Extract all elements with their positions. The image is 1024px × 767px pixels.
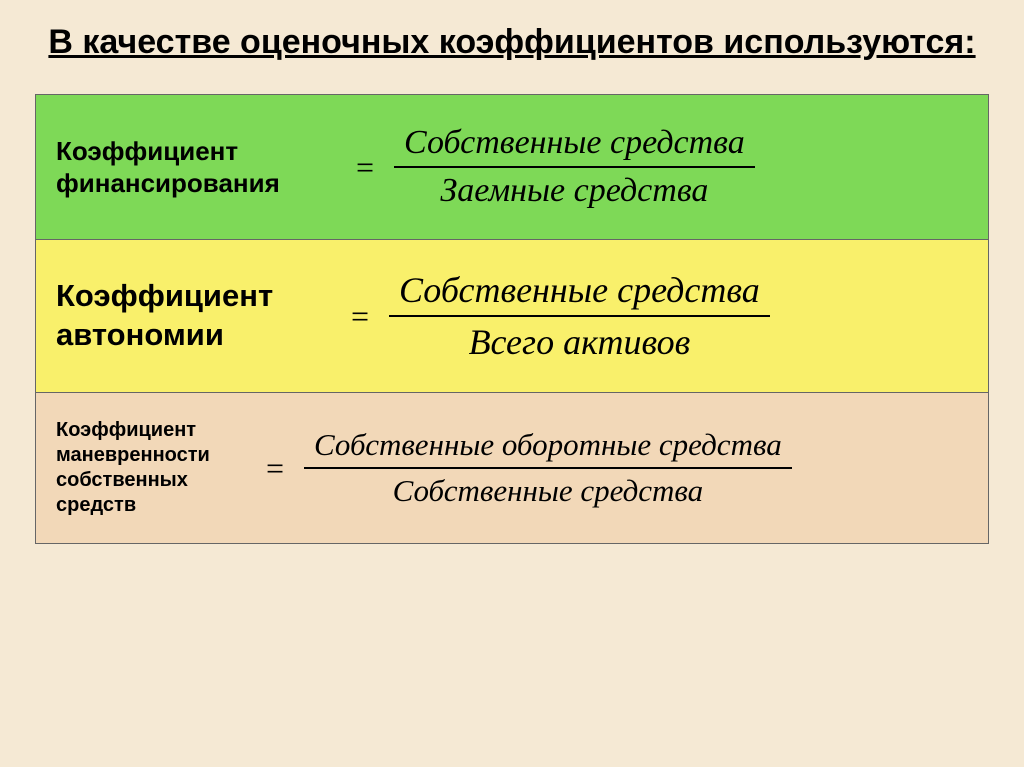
coefficient-label: Коэффициент автономии bbox=[56, 277, 331, 355]
coefficients-table: Коэффициент финансирования = Собственные… bbox=[35, 94, 989, 544]
fraction: Собственные средства Заемные средства bbox=[394, 120, 755, 214]
denominator: Всего активов bbox=[459, 317, 701, 367]
fraction: Собственные средства Всего активов bbox=[389, 265, 770, 367]
table-row: Коэффициент маневренности собственных ср… bbox=[36, 393, 988, 543]
formula: = Собственные средства Всего активов bbox=[331, 265, 770, 367]
formula: = Собственные средства Заемные средства bbox=[356, 120, 755, 214]
fraction: Собственные оборотные средства Собственн… bbox=[304, 423, 792, 513]
numerator: Собственные средства bbox=[394, 120, 755, 166]
denominator: Собственные средства bbox=[383, 469, 714, 513]
equals-sign: = bbox=[351, 298, 369, 335]
denominator: Заемные средства bbox=[430, 168, 718, 214]
equals-sign: = bbox=[356, 149, 374, 186]
formula: = Собственные оборотные средства Собстве… bbox=[266, 423, 792, 513]
equals-sign: = bbox=[266, 450, 284, 487]
numerator: Собственные оборотные средства bbox=[304, 423, 792, 467]
numerator: Собственные средства bbox=[389, 265, 770, 315]
table-row: Коэффициент автономии = Собственные сред… bbox=[36, 240, 988, 393]
coefficient-label: Коэффициент маневренности собственных ср… bbox=[56, 418, 266, 518]
page-title: В качестве оценочных коэффициентов испол… bbox=[35, 20, 989, 64]
table-row: Коэффициент финансирования = Собственные… bbox=[36, 95, 988, 240]
coefficient-label: Коэффициент финансирования bbox=[56, 135, 356, 200]
